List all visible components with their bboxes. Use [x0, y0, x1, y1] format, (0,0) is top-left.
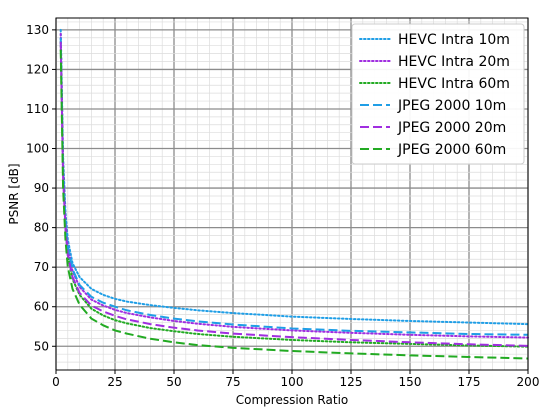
x-tick-label: 100 [281, 375, 304, 389]
y-tick-label: 60 [34, 300, 49, 314]
series-line [59, 49, 529, 360]
y-axis-label: PSNR [dB] [7, 163, 21, 224]
series-line [59, 41, 529, 347]
y-tick-label: 80 [34, 221, 49, 235]
legend-label: HEVC Intra 20m [398, 54, 510, 70]
x-tick-label: 125 [340, 375, 363, 389]
y-tick-label: 70 [34, 260, 49, 274]
legend: HEVC Intra 10m HEVC Intra 20m HEVC Intra 6… [351, 23, 525, 165]
x-tick-label: 75 [225, 375, 240, 389]
y-tick-label: 110 [26, 102, 49, 116]
legend-box [351, 23, 525, 165]
y-tick-label: 50 [34, 339, 49, 353]
x-tick-label: 150 [399, 375, 422, 389]
legend-label: JPEG 2000 10m [397, 98, 506, 114]
legend-label: JPEG 2000 60m [397, 142, 506, 158]
grid [55, 18, 529, 371]
x-tick-label: 25 [107, 375, 122, 389]
legend-label: HEVC Intra 10m [398, 32, 510, 48]
y-tick-label: 100 [26, 142, 49, 156]
legend-label: HEVC Intra 60m [398, 76, 510, 92]
y-tick-label: 130 [26, 23, 49, 37]
y-tick-label: 120 [26, 62, 49, 76]
axis-ticks: 0 25 50 75 100 125 150 175 200 50 60 70 80 90 100 110 12… [26, 23, 539, 389]
x-tick-label: 50 [166, 375, 181, 389]
x-tick-label: 200 [517, 375, 540, 389]
legend-label: JPEG 2000 20m [397, 120, 506, 136]
x-tick-label: 175 [458, 375, 481, 389]
x-tick-label: 0 [52, 375, 60, 389]
series-line [59, 37, 529, 336]
y-tick-label: 90 [34, 181, 49, 195]
x-axis-label: Compression Ratio [236, 393, 349, 407]
plot-series [59, 28, 529, 360]
